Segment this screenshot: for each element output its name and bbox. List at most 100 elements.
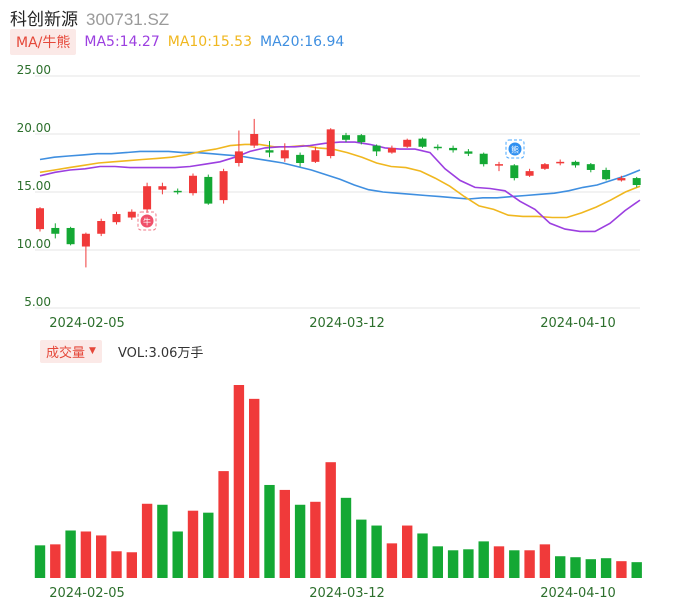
volume-mode-selector[interactable]: 成交量 ▼ — [40, 339, 102, 363]
candle — [204, 174, 213, 205]
volume-bar — [310, 501, 321, 578]
volume-bar — [493, 546, 505, 578]
candle — [357, 134, 366, 145]
candle-body — [602, 169, 611, 180]
candle — [464, 149, 473, 157]
candle — [66, 226, 75, 246]
volume-bar — [539, 544, 551, 578]
volume-bar — [96, 535, 107, 578]
candle-body — [479, 153, 488, 165]
candle-body — [265, 150, 274, 153]
volume-bar — [600, 558, 612, 578]
candle-body — [357, 135, 366, 143]
candle-body — [433, 146, 442, 149]
candle-body — [112, 214, 121, 223]
candle — [265, 140, 274, 158]
ma10-line — [39, 143, 641, 219]
candle-body — [143, 186, 152, 210]
candle-body — [189, 175, 197, 194]
candle — [81, 232, 90, 268]
candle-body — [158, 186, 167, 190]
candle — [387, 145, 396, 154]
candle — [525, 168, 534, 177]
candle-body — [449, 147, 458, 151]
candle — [433, 144, 442, 151]
volume-bar — [80, 531, 92, 578]
candle — [143, 182, 152, 213]
candle-body — [556, 161, 565, 164]
candle — [403, 138, 412, 148]
volume-bar — [386, 543, 398, 578]
candle-body — [280, 150, 289, 159]
candle — [602, 167, 611, 181]
candle — [219, 168, 228, 204]
candle — [250, 118, 259, 148]
volume-value: VOL:3.06万手 — [117, 345, 204, 361]
x-tick-label: 2024-02-05 — [49, 316, 125, 331]
candle-body — [296, 154, 305, 163]
volume-bar — [371, 525, 382, 578]
candle-body — [204, 176, 213, 204]
candle-body — [571, 161, 580, 166]
volume-bar — [340, 497, 352, 578]
volume-bar — [279, 489, 290, 578]
volume-x-axis: 2024-02-05 2024-03-12 2024-04-10 — [49, 586, 616, 601]
candle — [51, 223, 60, 239]
candle-body — [525, 171, 534, 176]
candle — [571, 160, 580, 168]
candle-body — [173, 190, 182, 193]
candle — [280, 143, 289, 162]
volume-bar — [65, 530, 76, 578]
sell-marker-label: 熊 — [511, 145, 519, 155]
buy-marker[interactable]: 牛 — [137, 211, 157, 231]
candle-body — [342, 135, 350, 140]
candle — [540, 163, 549, 170]
candle — [173, 188, 182, 195]
price-chart[interactable]: 25.00 20.00 15.00 10.00 5.00 牛 熊 2024-02-05 … — [0, 0, 686, 340]
volume-bar — [417, 533, 428, 578]
candle-body — [632, 178, 641, 186]
volume-bar — [325, 462, 336, 578]
volume-bar — [34, 545, 46, 578]
volume-bar — [126, 552, 137, 578]
volume-bar — [187, 510, 199, 578]
candle-body — [127, 211, 136, 218]
y-tick-label: 5.00 — [24, 295, 51, 309]
volume-bar — [555, 556, 566, 578]
candle-body — [617, 178, 626, 181]
volume-bar — [478, 541, 489, 578]
x-tick-label: 2024-03-12 — [309, 586, 385, 601]
candle-body — [403, 139, 412, 147]
stock-name: 科创新源 — [10, 10, 78, 30]
signal-markers: 牛 熊 — [137, 139, 525, 231]
price-y-axis: 25.00 20.00 15.00 10.00 5.00 — [17, 63, 51, 309]
candle — [158, 182, 167, 195]
volume-bar — [264, 484, 275, 578]
candle-body — [81, 233, 90, 247]
ma10-legend: MA10:15.53 — [167, 34, 253, 50]
candle-body — [495, 164, 503, 166]
volume-bar — [218, 471, 229, 578]
candle-body — [36, 208, 44, 230]
volume-bar — [157, 504, 168, 578]
candle-body — [372, 145, 381, 152]
candle — [479, 152, 488, 167]
candle-body — [326, 129, 335, 157]
candle-body — [219, 171, 228, 201]
caret-down-icon: ▼ — [89, 346, 96, 356]
sell-marker[interactable]: 熊 — [505, 139, 525, 159]
volume-bar — [203, 512, 214, 578]
ma5-legend: MA5:14.27 — [84, 34, 160, 50]
volume-bar — [616, 561, 627, 578]
volume-bar — [447, 550, 459, 578]
volume-bar — [631, 562, 642, 578]
candle-body — [66, 227, 75, 245]
ma-mode-selector[interactable]: MA/牛熊 — [10, 29, 77, 55]
buy-marker-label: 牛 — [143, 217, 151, 227]
candle-body — [586, 164, 595, 170]
ma-legend: MA/牛熊 MA5:14.27 MA10:15.53 MA20:16.94 — [10, 29, 345, 55]
candle-body — [311, 150, 320, 162]
ma20-legend: MA20:16.94 — [260, 34, 345, 50]
volume-chart[interactable]: 2024-02-05 2024-03-12 2024-04-10 — [0, 370, 686, 606]
price-grid — [35, 75, 640, 309]
